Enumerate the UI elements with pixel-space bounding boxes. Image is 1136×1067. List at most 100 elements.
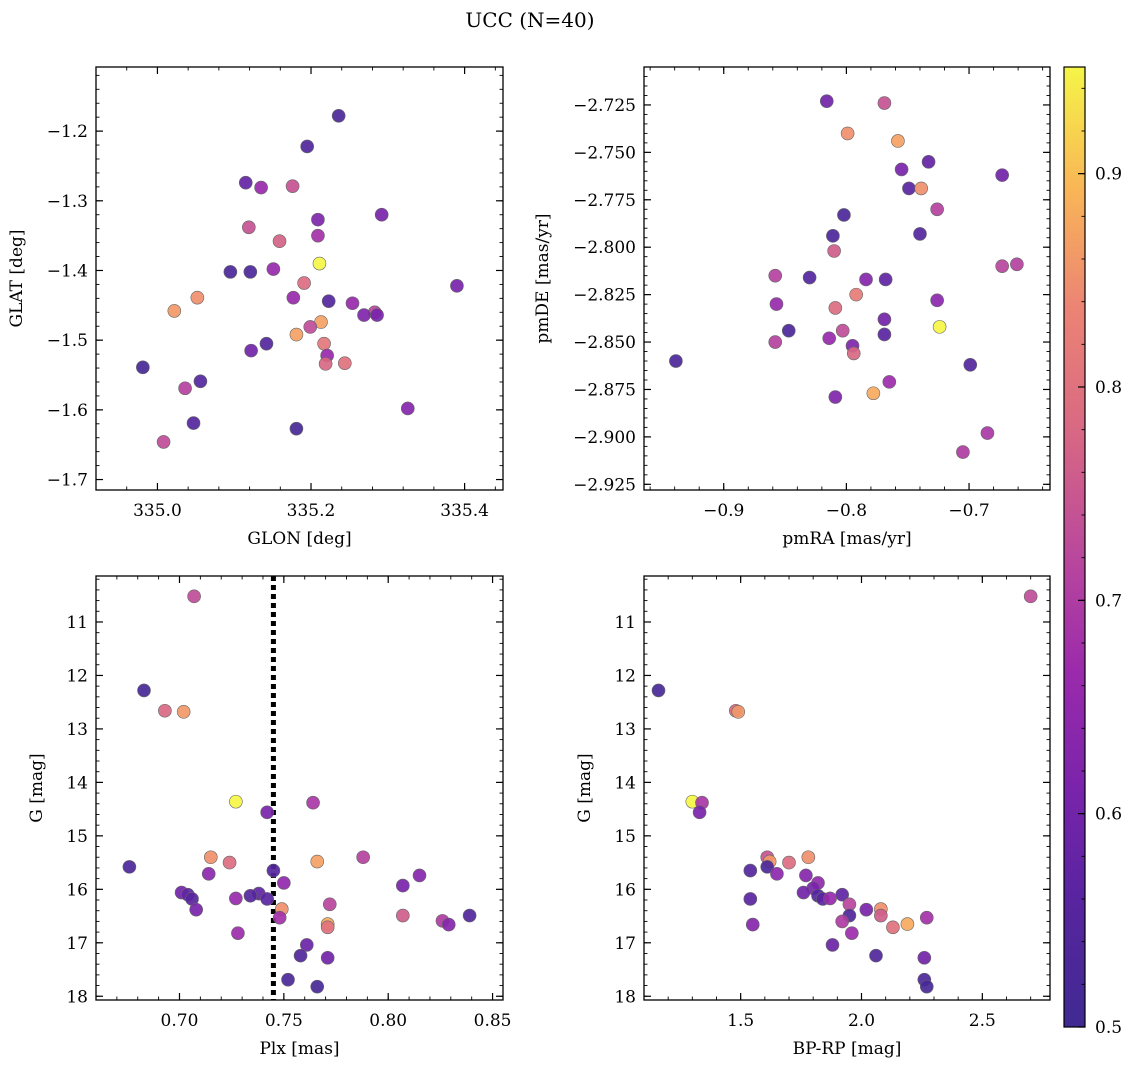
data-point bbox=[289, 327, 304, 342]
data-point bbox=[320, 950, 335, 965]
data-point bbox=[799, 868, 813, 883]
y-axis-label: pmDE [mas/yr] bbox=[533, 213, 553, 343]
data-point bbox=[743, 863, 758, 878]
data-point bbox=[743, 892, 758, 906]
data-point bbox=[370, 308, 384, 322]
data-point bbox=[122, 860, 137, 874]
data-point bbox=[801, 850, 816, 865]
data-point bbox=[894, 162, 909, 177]
data-point bbox=[310, 854, 325, 869]
y-tick-label: −2.825 bbox=[573, 286, 636, 306]
data-point bbox=[244, 343, 258, 358]
data-point bbox=[272, 234, 287, 249]
y-tick-label: 18 bbox=[614, 987, 636, 1007]
colorbar-tick-label: 0.5 bbox=[1095, 1018, 1122, 1038]
data-point bbox=[300, 139, 314, 154]
x-axis-label: BP-RP [mag] bbox=[793, 1039, 902, 1059]
y-tick-label: 13 bbox=[614, 720, 636, 740]
y-tick-label: 16 bbox=[614, 880, 636, 900]
data-point bbox=[840, 126, 855, 141]
data-point bbox=[229, 891, 243, 906]
data-point bbox=[768, 268, 783, 283]
panel-bprp-g: 1.5 2.0 2.5 11 12 13 14 15 16 17 18 BP-RP [mag] G [m… bbox=[575, 575, 1051, 1059]
y-axis-label: GLAT [deg] bbox=[7, 229, 27, 327]
data-point bbox=[835, 323, 850, 338]
data-point bbox=[919, 979, 934, 994]
x-tick-label: 0.70 bbox=[161, 1011, 199, 1031]
data-point bbox=[243, 888, 258, 903]
data-point bbox=[201, 867, 216, 881]
data-point bbox=[846, 346, 861, 361]
data-point bbox=[167, 304, 182, 318]
y-tick-label: −2.800 bbox=[573, 238, 636, 258]
data-point bbox=[193, 374, 208, 389]
data-point bbox=[781, 323, 796, 338]
data-point bbox=[238, 175, 253, 190]
data-point bbox=[266, 863, 281, 878]
data-point bbox=[189, 902, 203, 917]
data-point bbox=[441, 917, 456, 932]
data-point bbox=[254, 180, 268, 195]
y-tick-label: 12 bbox=[66, 666, 88, 686]
data-point bbox=[995, 259, 1009, 273]
y-tick-label: −2.725 bbox=[573, 96, 636, 116]
data-point bbox=[669, 354, 683, 368]
data-point bbox=[835, 914, 849, 929]
data-point bbox=[338, 356, 352, 370]
data-point bbox=[866, 386, 881, 401]
data-point bbox=[396, 908, 410, 923]
data-point bbox=[266, 262, 281, 276]
data-point bbox=[300, 938, 314, 952]
x-axis-label: pmRA [mas/yr] bbox=[782, 529, 911, 549]
data-point bbox=[156, 435, 171, 449]
data-point bbox=[1023, 589, 1038, 604]
y-tick-label: 15 bbox=[614, 827, 636, 847]
data-point bbox=[357, 308, 371, 322]
data-point bbox=[882, 375, 897, 389]
y-tick-label: 11 bbox=[614, 613, 636, 633]
x-tick-label: −0.8 bbox=[826, 501, 867, 521]
data-point bbox=[317, 336, 331, 351]
data-point bbox=[770, 867, 784, 881]
data-point bbox=[286, 290, 301, 305]
data-point bbox=[203, 850, 218, 865]
panel-pmra-pmde: −0.9 −0.8 −0.7 −2.925 −2.900 −2.875 −2.850 −2.8… bbox=[533, 66, 1051, 549]
data-point bbox=[828, 390, 843, 404]
data-point bbox=[331, 108, 346, 123]
data-point bbox=[222, 855, 237, 870]
data-point bbox=[692, 805, 707, 820]
y-tick-label: 17 bbox=[66, 934, 88, 954]
colorbar-ticks: 0.5 0.6 0.7 0.8 0.9 bbox=[1078, 87, 1122, 1038]
y-tick-label: −1.7 bbox=[47, 471, 88, 491]
x-tick-label: 0.85 bbox=[474, 1011, 512, 1031]
data-point bbox=[374, 207, 389, 222]
data-point bbox=[176, 705, 191, 719]
data-point bbox=[819, 94, 834, 108]
data-point bbox=[930, 293, 944, 308]
x-tick-label: 2.5 bbox=[969, 1011, 996, 1031]
data-point bbox=[802, 270, 817, 285]
data-point bbox=[769, 297, 784, 311]
data-point bbox=[289, 421, 304, 436]
data-point bbox=[963, 358, 978, 372]
data-point bbox=[137, 683, 151, 698]
panel-plx-g: 0.70 0.75 0.80 0.85 11 12 13 14 15 16 17 18 Plx [mas… bbox=[27, 575, 512, 1059]
data-point bbox=[187, 589, 201, 604]
data-point bbox=[281, 972, 295, 987]
data-point bbox=[956, 445, 970, 459]
y-tick-label: 18 bbox=[66, 987, 88, 1007]
data-point bbox=[260, 805, 274, 820]
data-point bbox=[356, 850, 370, 865]
x-tick-label: 335.2 bbox=[287, 501, 336, 521]
data-point bbox=[285, 179, 300, 193]
data-point bbox=[311, 228, 325, 243]
data-point bbox=[242, 220, 256, 235]
data-point bbox=[306, 795, 320, 810]
y-tick-label: −1.2 bbox=[47, 122, 88, 142]
data-point bbox=[297, 276, 311, 290]
data-point bbox=[837, 208, 851, 222]
colorbar-tick-label: 0.9 bbox=[1095, 165, 1122, 185]
data-point bbox=[877, 96, 892, 110]
data-point bbox=[318, 357, 333, 371]
